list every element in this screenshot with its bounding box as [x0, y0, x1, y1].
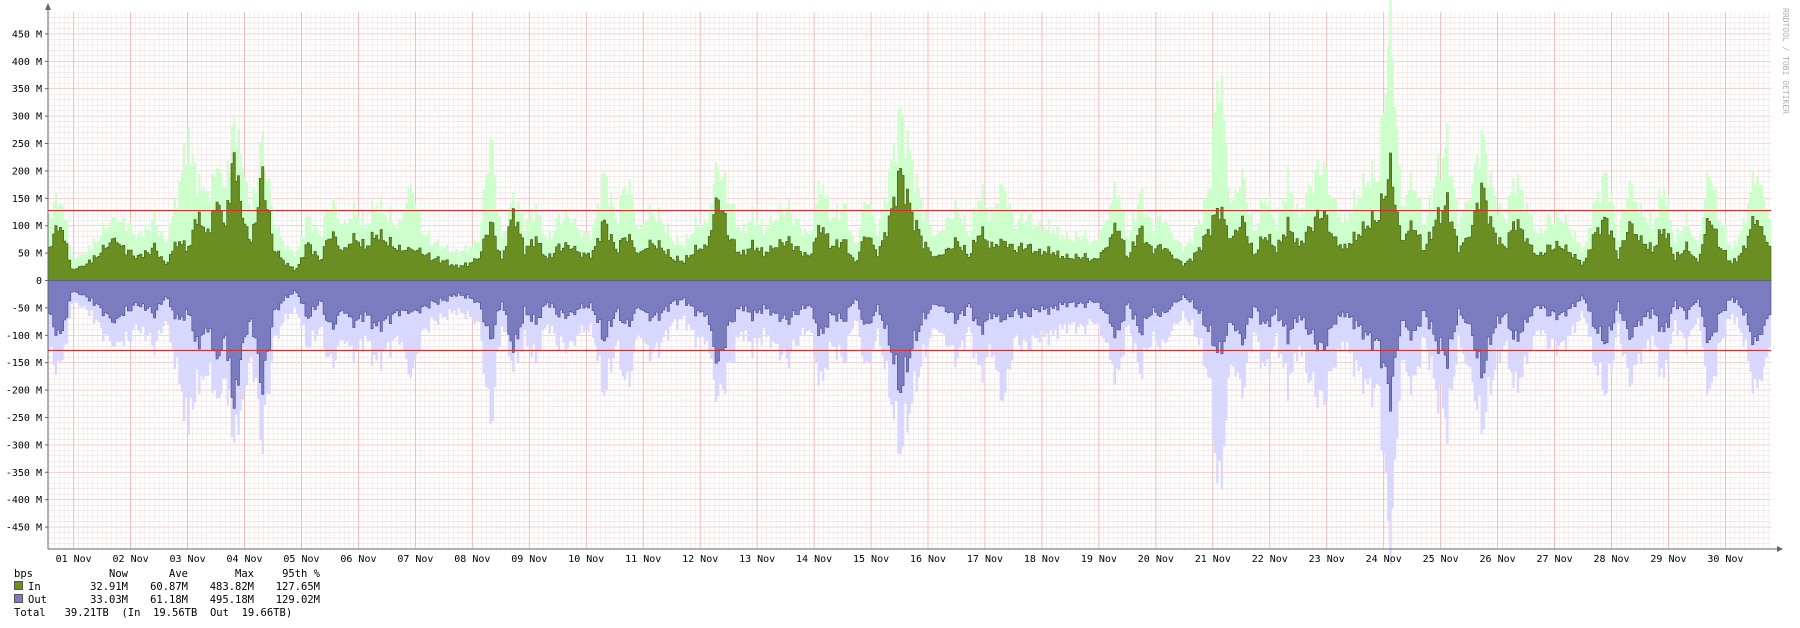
x-axis-arrow — [1777, 546, 1783, 552]
x-tick-label: 26 Nov — [1480, 554, 1516, 565]
legend-swatch-in — [14, 581, 23, 590]
y-axis-arrow — [45, 3, 51, 10]
x-tick-label: 04 Nov — [226, 554, 262, 565]
y-tick-label: -50 M — [12, 303, 42, 314]
x-tick-label: 06 Nov — [340, 554, 376, 565]
legend-in-max: 483.82M — [209, 581, 254, 593]
x-tick-label: 24 Nov — [1366, 554, 1402, 565]
x-tick-label: 15 Nov — [853, 554, 889, 565]
x-tick-label: 27 Nov — [1536, 554, 1572, 565]
x-tick-label: 21 Nov — [1195, 554, 1231, 565]
x-tick-label: 09 Nov — [511, 554, 547, 565]
x-tick-label: 11 Nov — [625, 554, 661, 565]
y-tick-label: 250 M — [12, 139, 42, 150]
legend-header-ave: Ave — [169, 568, 188, 580]
y-tick-label: -100 M — [6, 331, 42, 342]
legend-in-now: 32.91M — [90, 581, 128, 593]
x-tick-label: 02 Nov — [113, 554, 149, 565]
legend: bps Now Ave Max 95th % In 32.91M 60.87M … — [14, 568, 320, 620]
legend-in-ave: 60.87M — [150, 581, 188, 593]
y-tick-label: 350 M — [12, 84, 42, 95]
x-tick-label: 28 Nov — [1593, 554, 1629, 565]
x-tick-label: 10 Nov — [568, 554, 604, 565]
series-in-average-area — [47, 152, 1772, 281]
legend-total: Total 39.21TB (In 19.56TB Out 19.66TB) — [14, 607, 293, 619]
x-tick-label: 18 Nov — [1024, 554, 1060, 565]
x-tick-label: 14 Nov — [796, 554, 832, 565]
legend-header-now: Now — [109, 568, 128, 580]
y-tick-label: 0 — [36, 276, 42, 287]
y-tick-label: -300 M — [6, 440, 42, 451]
legend-header-max: Max — [235, 568, 254, 580]
legend-swatch-out — [14, 594, 23, 603]
x-tick-label: 25 Nov — [1423, 554, 1459, 565]
x-tick-label: 16 Nov — [910, 554, 946, 565]
legend-out-max: 495.18M — [209, 594, 254, 606]
y-tick-label: 100 M — [12, 221, 42, 232]
y-tick-label: 200 M — [12, 166, 42, 177]
y-tick-label: 300 M — [12, 112, 42, 123]
y-tick-label: 50 M — [18, 249, 42, 260]
y-tick-label: -450 M — [6, 523, 42, 534]
y-tick-label: 400 M — [12, 57, 42, 68]
legend-label-out: Out — [28, 594, 47, 606]
x-tick-label: 30 Nov — [1707, 554, 1743, 565]
x-tick-label: 13 Nov — [739, 554, 775, 565]
x-tick-label: 17 Nov — [967, 554, 1003, 565]
x-tick-label: 23 Nov — [1309, 554, 1345, 565]
chart-plot: 450 M 400 M 350 M 300 M 250 M 200 M 150 M 100 M… — [6, 0, 1790, 597]
y-tick-label: -250 M — [6, 413, 42, 424]
legend-header: bps Now Ave Max 95th % — [14, 568, 320, 581]
x-tick-label: 05 Nov — [283, 554, 319, 565]
legend-out-now: 33.03M — [90, 594, 128, 606]
x-tick-label: 12 Nov — [682, 554, 718, 565]
y-tick-label: -400 M — [6, 495, 42, 506]
x-tick-label: 19 Nov — [1081, 554, 1117, 565]
x-tick-label: 03 Nov — [169, 554, 205, 565]
legend-label-in: In — [28, 581, 41, 593]
x-tick-label: 29 Nov — [1650, 554, 1686, 565]
legend-out-p95: 129.02M — [275, 594, 320, 606]
rrdtool-watermark: RRDTOOL / TOBI OETIKER — [1781, 8, 1790, 114]
legend-in-p95: 127.65M — [275, 581, 320, 593]
x-tick-label: 20 Nov — [1138, 554, 1174, 565]
y-tick-label: 150 M — [12, 194, 42, 205]
x-tick-label: 01 Nov — [56, 554, 92, 565]
x-tick-label: 08 Nov — [454, 554, 490, 565]
x-tick-label: 22 Nov — [1252, 554, 1288, 565]
y-tick-label: -150 M — [6, 358, 42, 369]
legend-row-out: Out 33.03M 61.18M 495.18M 129.02M — [14, 594, 320, 607]
legend-row-in: In 32.91M 60.87M 483.82M 127.65M — [14, 581, 320, 594]
y-tick-label: -200 M — [6, 386, 42, 397]
legend-header-p95: 95th % — [282, 568, 320, 580]
x-tick-label: 07 Nov — [397, 554, 433, 565]
legend-header-unit: bps — [14, 568, 33, 580]
y-tick-label: -350 M — [6, 468, 42, 479]
series-out-average-area — [47, 280, 1772, 412]
y-tick-label: 450 M — [12, 29, 42, 40]
legend-out-ave: 61.18M — [150, 594, 188, 606]
